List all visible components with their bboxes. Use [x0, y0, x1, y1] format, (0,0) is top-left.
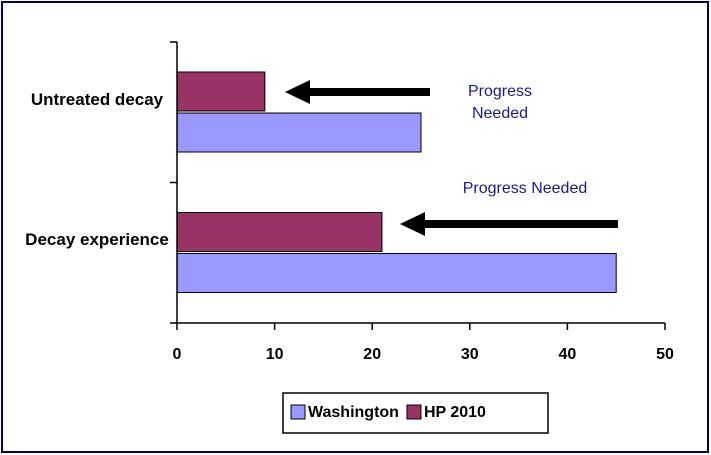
- legend: Washington HP 2010: [282, 392, 549, 434]
- bar: [176, 212, 383, 252]
- category-label: Decay experience: [25, 230, 169, 249]
- x-tick-label: 0: [173, 346, 182, 363]
- legend-label: Washington: [308, 404, 399, 421]
- bar: [176, 253, 617, 293]
- arrow-head: [285, 80, 310, 104]
- legend-label: HP 2010: [424, 404, 486, 421]
- legend-swatch: [290, 404, 306, 420]
- x-tick-label: 50: [656, 346, 674, 363]
- arrow: [285, 80, 430, 104]
- x-tick-label: 40: [559, 346, 577, 363]
- x-tick-label: 10: [266, 346, 284, 363]
- bar: [176, 112, 422, 153]
- bar: [176, 71, 266, 112]
- arrow: [400, 212, 618, 236]
- x-tick-label: 20: [363, 346, 381, 363]
- category-label: Untreated decay: [30, 90, 164, 109]
- x-tick-label: 30: [461, 346, 479, 363]
- annotation: Progress Needed: [467, 83, 533, 122]
- annotation: Progress Needed: [462, 180, 588, 197]
- arrow-head: [400, 212, 425, 236]
- legend-swatch: [406, 404, 422, 420]
